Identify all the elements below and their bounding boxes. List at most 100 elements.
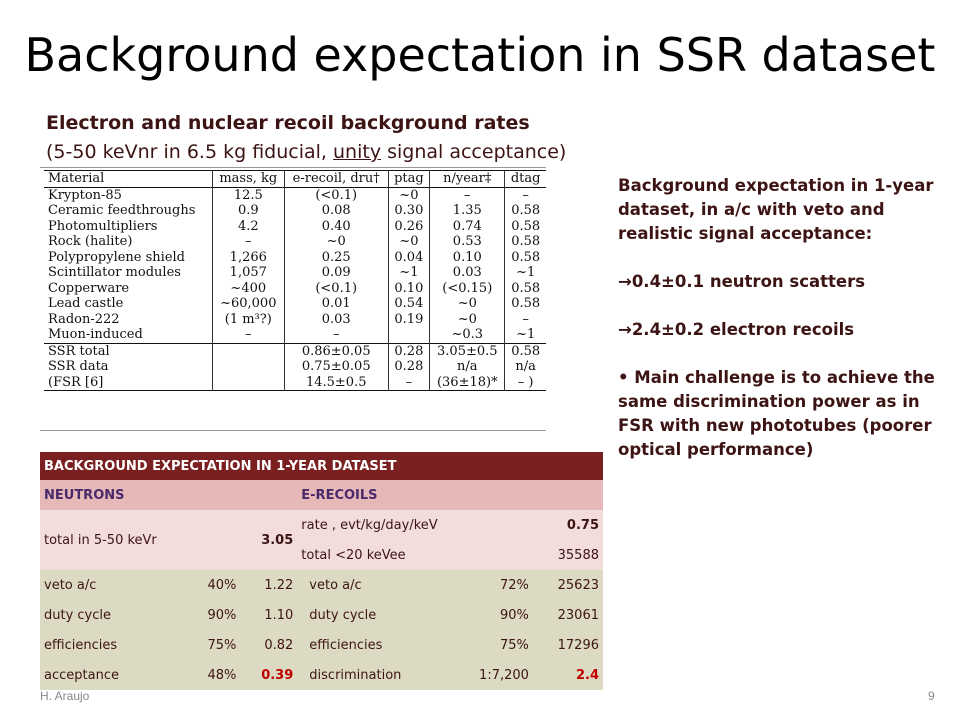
summary-row: (FSR [6] 14.5±0.5– (36±18)* – ) [44,374,546,391]
table-cell: ~1 [387,265,430,281]
table-row: duty cycle 90% 1.10 duty cycle 90% 23061 [40,600,603,630]
total-e-value: 35588 [532,540,603,570]
table-cell: – [211,327,285,343]
table-cell: Copperware [48,280,130,296]
table-cell: – [429,187,505,203]
table-cell: ~0 [429,311,505,327]
table-cell: ~60,000 [211,296,285,312]
electron-bullet: →2.4±0.2 electron recoils [618,320,855,339]
table-cell: 0.10 [429,249,505,265]
table-cell: 0.26 [387,218,430,234]
table-cell: 0.03 [283,311,389,327]
summary-row: SSR total 0.86±0.05 0.28 3.05±0.5 0.58 [44,343,546,359]
challenge-bullet: • Main challenge is to achieve the same … [618,368,935,459]
material-row: Lead castle ~60,000 0.01 0.54 ~0 0.58 [44,296,546,312]
table-cell: ~1 [504,265,546,281]
table-cell: 0.58 [504,203,546,219]
electron-result: 2.4 [532,660,603,690]
table-cell: – [283,327,389,343]
col-mass: mass, kg [211,170,285,187]
material-row: Rock (halite) – ~0 ~0 0.53 0.58 [44,234,546,250]
total-e-label: total <20 keVee [297,540,533,570]
table-cell: 14.5±0.5 [283,374,389,391]
table-cell: (36±18)* [429,374,505,391]
table-cell: 0.58 [504,280,546,296]
material-row: Muon-induced – – ~0.3 ~1 [44,327,546,343]
neutrons-header: NEUTRONS [40,480,298,510]
rate-value: 0.75 [532,510,603,540]
table-cell: SSR data [48,359,109,374]
total-value: 3.05 [240,510,298,570]
subheading-underlined: unity [333,141,382,163]
neutron-result: 0.39 [240,660,298,690]
table-cell: (<0.1) [283,187,389,203]
table-cell: Lead castle [48,296,124,311]
table-cell: 0.28 [387,343,430,359]
bg-title: BACKGROUND EXPECTATION IN 1-YEAR DATASET [40,452,603,480]
table-cell: Krypton-85 [48,187,122,203]
table-cell: 0.58 [504,234,546,250]
summary-text: Background expectation in 1-year dataset… [618,174,938,462]
bg-total-row: total in 5-50 keVr 3.05 rate , evt/kg/da… [40,510,603,570]
bg-header-row: NEUTRONS E-RECOILS [40,480,603,510]
table-cell: 0.86±0.05 [283,343,389,359]
table-row: veto a/c 40% 1.22 veto a/c 72% 25623 [40,570,603,600]
total-label: total in 5-50 keVr [40,510,241,570]
bg-title-row: BACKGROUND EXPECTATION IN 1-YEAR DATASET [40,452,603,480]
rate-label: rate , evt/kg/day/keV [297,510,533,540]
table-cell: Radon-222 [48,311,120,327]
slide-title: Background expectation in SSR dataset [24,28,936,82]
summary-intro: Background expectation in 1-year dataset… [618,176,934,243]
scan-border-top [40,167,546,168]
table-cell: 4.2 [211,218,285,234]
table-cell: 0.09 [283,265,389,281]
table-cell: 1.35 [429,203,505,219]
footer-author: H. Araujo [40,689,90,703]
table-cell: Ceramic feedthroughs [48,203,196,218]
table-cell: Scintillator modules [48,265,181,280]
table-cell: (FSR [6] [48,374,104,390]
table-cell: (1 m³?) [211,311,285,327]
arrow-icon: → [618,320,632,339]
table-cell: 0.03 [429,265,505,281]
table-cell: SSR total [48,343,110,359]
material-row: Photomultipliers 4.2 0.40 0.26 0.74 0.58 [44,218,546,234]
table-cell: 0.58 [504,249,546,265]
material-row: Copperware ~400 (<0.1) 0.10 (<0.15) 0.58 [44,280,546,296]
table-cell: 0.53 [429,234,505,250]
table-cell: 0.58 [504,343,546,359]
table-cell: 0.19 [387,311,430,327]
material-row: Scintillator modules 1,057 0.09 ~1 0.03 ~1 [44,265,546,281]
table-cell: (<0.1) [283,280,389,296]
col-nyear: n/year‡ [429,170,505,187]
table-cell: ~1 [504,327,546,343]
table-cell: 0.40 [283,218,389,234]
table-cell: – [211,234,285,250]
table-cell [387,327,430,343]
table-cell: 0.01 [283,296,389,312]
background-expectation-table: BACKGROUND EXPECTATION IN 1-YEAR DATASET… [40,452,603,690]
table-cell: Polypropylene shield [48,249,186,265]
material-background-table: Material mass, kg e-recoil, dru† ptag n/… [44,170,546,391]
table-cell: ~0 [429,296,505,312]
table-cell: 12.5 [211,187,285,203]
table-cell: Photomultipliers [48,218,158,234]
table-cell [211,359,285,375]
table-cell: ~0 [387,234,430,250]
arrow-icon: → [618,272,632,291]
table-cell: 0.08 [283,203,389,219]
table-cell: ~0.3 [429,327,505,343]
material-row: Radon-222 (1 m³?) 0.03 0.19 ~0– [44,311,546,327]
table-cell: 0.54 [387,296,430,312]
table-cell: ~0 [283,234,389,250]
table-cell: Muon-induced [48,327,143,342]
table-cell: – [504,187,546,203]
bg-total-e-row: total <20 keVee 35588 [40,540,603,570]
table-cell: 0.9 [211,203,285,219]
table-cell [211,343,285,359]
table-cell: – ) [504,374,546,391]
table-row: acceptance 48% 0.39 discrimination 1:7,2… [40,660,603,690]
table-cell: 1,266 [211,249,285,265]
table-cell: 0.58 [504,296,546,312]
col-erecoil: e-recoil, dru† [283,170,389,187]
